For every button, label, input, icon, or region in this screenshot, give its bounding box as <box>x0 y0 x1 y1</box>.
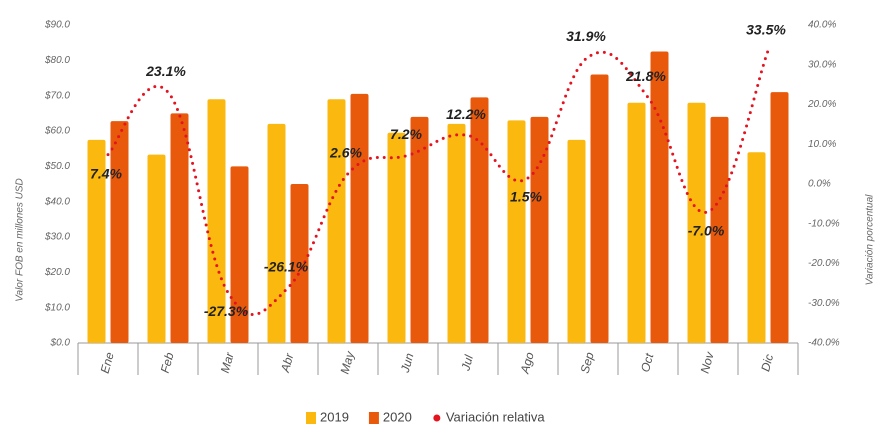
y-tick-label: $40.0 <box>44 196 70 207</box>
legend-swatch <box>306 412 316 424</box>
y2-tick-label: -30.0% <box>808 298 840 309</box>
data-label: 21.8% <box>625 68 666 84</box>
bar <box>770 92 789 343</box>
data-label: 7.4% <box>90 165 122 181</box>
bar <box>627 102 646 343</box>
data-label: 23.1% <box>145 63 186 79</box>
y-tick-label: $90.0 <box>44 20 70 31</box>
bar <box>567 139 586 343</box>
y-tick-label: $0.0 <box>50 338 71 349</box>
y-tick-label: $50.0 <box>44 161 70 172</box>
data-label: 1.5% <box>510 189 542 205</box>
data-label: 12.2% <box>446 106 486 122</box>
bar <box>387 132 406 343</box>
y2-tick-label: 0.0% <box>808 179 831 190</box>
y2-tick-label: 20.0% <box>807 99 836 110</box>
bar <box>747 152 766 343</box>
legend-swatch <box>433 414 441 422</box>
y2-tick-label: -10.0% <box>808 218 840 229</box>
legend-label: 2019 <box>320 409 349 424</box>
y-tick-label: $80.0 <box>44 55 70 66</box>
data-label: -27.3% <box>204 303 249 319</box>
y2-tick-label: 10.0% <box>808 139 836 150</box>
data-label: 33.5% <box>746 22 786 38</box>
y2-tick-label: -20.0% <box>808 258 840 269</box>
data-label: 7.2% <box>390 126 422 142</box>
x-tick-label: Ago <box>517 350 536 376</box>
x-tick-label: Jul <box>458 353 476 373</box>
data-label: -7.0% <box>688 223 725 239</box>
x-tick-label: Abr <box>278 351 297 375</box>
line <box>106 49 770 316</box>
bar <box>590 74 609 343</box>
x-tick-label: Ene <box>98 350 117 375</box>
bar <box>650 51 669 343</box>
bar <box>410 116 429 343</box>
x-tick-label: Oct <box>638 351 657 373</box>
x-tick-label: Jun <box>398 351 417 375</box>
bar <box>687 102 706 343</box>
data-label: 31.9% <box>566 28 606 44</box>
y-tick-label: $60.0 <box>44 126 70 137</box>
legend-swatch <box>368 412 379 424</box>
legend-label: Variación relativa <box>446 409 546 424</box>
bar <box>710 116 729 343</box>
y2-axis-title: Variación porcentual <box>865 194 876 286</box>
bar <box>110 121 129 344</box>
bar <box>230 166 249 343</box>
y2-tick-label: -40.0% <box>808 338 840 349</box>
data-label: 2.6% <box>329 144 362 160</box>
y2-tick-label: 30.0% <box>808 59 836 70</box>
legend-label: 2020 <box>383 409 412 424</box>
y2-tick-label: 40.0% <box>808 20 836 31</box>
bar <box>507 120 526 344</box>
bar <box>530 116 549 343</box>
data-label: -26.1% <box>264 258 309 274</box>
bar <box>447 123 466 343</box>
x-tick-label: Dic <box>758 353 776 373</box>
bar <box>470 97 489 343</box>
bar <box>87 139 106 343</box>
bar <box>290 184 309 343</box>
bar <box>207 99 226 343</box>
y-tick-label: $70.0 <box>44 90 70 101</box>
x-tick-label: May <box>338 349 358 375</box>
y-axis-title: Valor FOB en millones USD <box>15 178 26 302</box>
x-tick-label: Mar <box>218 350 237 375</box>
x-tick-label: Feb <box>158 351 177 375</box>
y-tick-label: $10.0 <box>44 302 70 313</box>
x-tick-label: Nov <box>698 350 717 375</box>
x-tick-label: Sep <box>578 350 597 375</box>
y-tick-label: $20.0 <box>44 267 70 278</box>
bar <box>147 154 166 343</box>
y-tick-label: $30.0 <box>44 232 70 243</box>
bar <box>170 113 189 343</box>
bar <box>267 123 286 343</box>
bar <box>327 99 346 343</box>
bar <box>350 93 369 344</box>
